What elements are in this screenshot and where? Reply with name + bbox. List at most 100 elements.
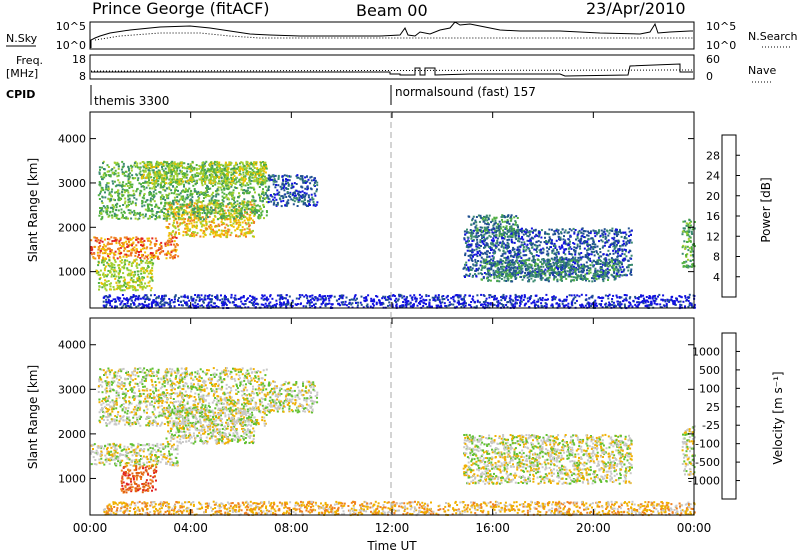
- power-cell: [309, 198, 312, 201]
- power-cell: [252, 172, 255, 175]
- power-cell: [246, 232, 249, 235]
- power-cell: [117, 217, 120, 220]
- power-cell: [237, 166, 240, 169]
- power-cell: [592, 229, 595, 232]
- power-cell: [190, 178, 193, 181]
- power-cell: [617, 252, 619, 255]
- power-cell: [148, 187, 151, 190]
- power-cell: [467, 268, 470, 271]
- power-cell: [195, 234, 198, 237]
- power-cell: [585, 272, 588, 275]
- power-cell: [297, 176, 300, 179]
- power-cell: [261, 181, 264, 184]
- power-cell: [233, 167, 236, 170]
- nave-label: Nave: [748, 64, 776, 77]
- power-cell: [130, 251, 133, 254]
- power-cell: [625, 241, 628, 244]
- power-cell: [273, 196, 276, 199]
- power-cell: [604, 274, 607, 277]
- power-cell: [169, 203, 172, 206]
- power-cell: [174, 207, 177, 209]
- power-cell: [226, 175, 229, 178]
- power-cell: [521, 244, 524, 246]
- power-cell: [574, 229, 577, 231]
- power-cell: [173, 243, 175, 246]
- power-cell: [201, 165, 204, 168]
- power-cell: [463, 230, 466, 233]
- power-cell: [215, 193, 218, 196]
- power-cell: [177, 215, 180, 218]
- power-cell: [157, 216, 159, 219]
- power-cell: [141, 205, 144, 208]
- power-cell: [202, 219, 205, 222]
- power-cell: [614, 277, 617, 280]
- power-cell: [590, 245, 593, 248]
- power-cell: [109, 270, 112, 273]
- power-cell: [200, 201, 203, 204]
- power-cell: [570, 280, 572, 283]
- power-cell: [199, 229, 202, 232]
- power-cell: [210, 168, 212, 171]
- power-cell: [151, 198, 154, 201]
- power-cell: [122, 267, 125, 270]
- power-cell: [220, 183, 223, 186]
- power-cell: [623, 257, 626, 260]
- power-cell: [293, 195, 296, 197]
- power-cell: [158, 247, 161, 249]
- power-cell: [502, 242, 505, 245]
- power-cell: [123, 172, 125, 175]
- power-cell: [121, 160, 124, 163]
- power-cell: [281, 175, 284, 178]
- power-cell: [463, 266, 466, 269]
- power-cell: [534, 274, 537, 277]
- power-cell: [140, 285, 143, 288]
- power-cell: [493, 275, 496, 278]
- power-cell: [174, 233, 177, 236]
- power-cell: [167, 244, 170, 247]
- power-cell: [235, 205, 237, 208]
- power-cell: [242, 181, 245, 184]
- power-cell: [98, 285, 101, 288]
- power-cell: [529, 238, 532, 241]
- power-cell: [210, 175, 213, 178]
- power-cell: [295, 197, 298, 199]
- power-cell: [207, 203, 210, 206]
- power-cell: [196, 180, 198, 183]
- power-cell: [596, 262, 599, 265]
- power-cell: [233, 212, 236, 215]
- power-cell: [143, 162, 146, 165]
- power-cell: [120, 168, 123, 171]
- power-cell: [161, 211, 164, 213]
- power-cell: [147, 217, 150, 220]
- power-cell: [127, 204, 130, 206]
- power-cell: [124, 259, 127, 262]
- power-cell: [250, 208, 252, 211]
- power-cell: [99, 184, 102, 187]
- power-cell: [525, 268, 528, 271]
- power-cell: [149, 243, 152, 246]
- power-cell: [532, 280, 535, 283]
- power-cell: [293, 182, 296, 185]
- power-cell: [245, 162, 248, 165]
- power-cell: [106, 253, 109, 256]
- power-cell: [224, 165, 227, 167]
- power-cell: [119, 288, 122, 291]
- power-cell: [522, 275, 525, 278]
- power-cell: [137, 284, 140, 287]
- power-cell: [125, 183, 128, 186]
- power-cell: [298, 190, 301, 193]
- power-cell: [225, 216, 228, 219]
- power-cell: [118, 284, 121, 287]
- power-cell: [466, 240, 469, 243]
- power-cell: [200, 166, 202, 169]
- power-cell: [495, 270, 497, 273]
- power-cell: [176, 211, 179, 214]
- power-cell: [274, 193, 277, 196]
- power-cell: [180, 215, 183, 218]
- power-cell: [200, 172, 203, 175]
- power-cell: [137, 276, 140, 279]
- power-cell: [233, 217, 236, 220]
- power-cell: [554, 272, 557, 274]
- power-cell: [594, 275, 597, 278]
- power-cell: [478, 244, 481, 247]
